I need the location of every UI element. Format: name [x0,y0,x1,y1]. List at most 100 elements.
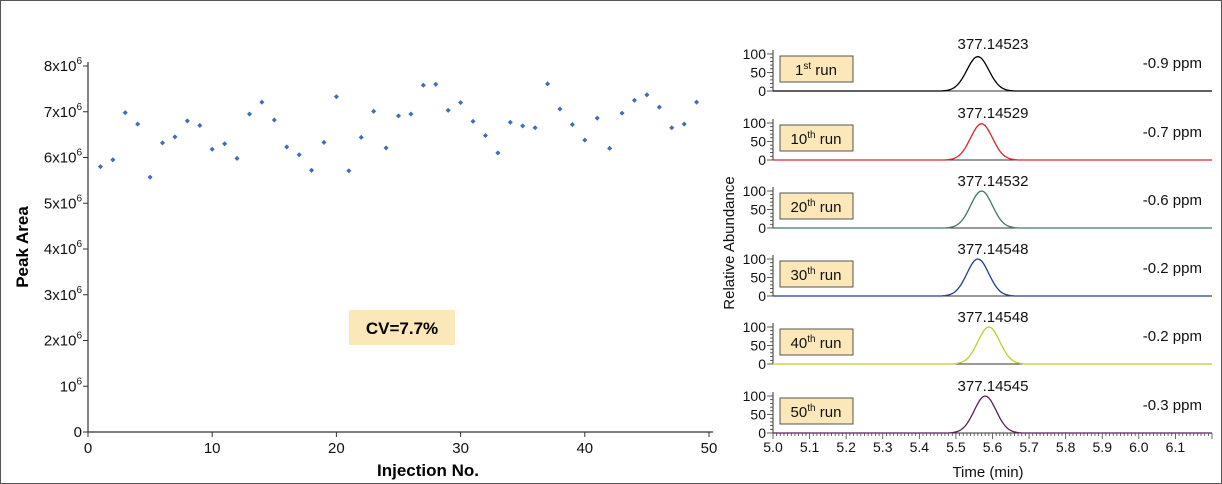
scatter-x-tick-label: 10 [204,440,221,457]
scatter-point [694,99,700,105]
chromatogram-x-tick-label: 6.0 [1129,439,1149,455]
chromatogram-x-axis-title: Time (min) [952,464,1023,481]
chromatogram-y-tick-label: 50 [750,202,766,218]
scatter-point [197,122,203,129]
chromatogram-y-tick-label: 100 [743,319,767,335]
scatter-point [482,132,488,139]
scatter-point [383,145,389,151]
scatter-point [544,81,551,87]
chromatogram-x-tick-label: 5.5 [946,439,966,455]
run-label-box [779,55,854,83]
scatter-x-tick-label: 0 [84,440,92,457]
scatter-point [222,141,228,147]
scatter-point [644,92,650,98]
scatter-point [259,99,265,105]
run-label-box [779,124,854,152]
run-label: 1st run [795,61,837,79]
scatter-point [656,104,662,110]
run-label: 10th run [791,130,842,148]
chromatogram-y-tick-label: 0 [758,425,766,441]
scatter-point [172,134,178,140]
ppm-label: -0.9 ppm [1143,55,1202,72]
mass-label: 377.14523 [958,36,1029,53]
scatter-point [681,121,687,127]
chromatogram-x-tick-label: 5.4 [910,439,930,455]
scatter-point [122,110,128,116]
scatter-point [408,111,414,117]
chromatogram-stack: 0 50 100 1st run 377.14523 -0.9 ppm 0 50 100 10th… [721,36,1213,481]
chromatogram-x-tick-label: 5.6 [983,439,1003,455]
chromatogram-x-tick-label: 6.1 [1166,439,1186,455]
run-label: 20th run [791,198,842,216]
mass-label: 377.14529 [958,105,1029,122]
scatter-point [420,82,426,88]
scatter-point [619,110,625,116]
scatter-y-tick-label: 5x106 [44,193,83,212]
mass-label: 377.14548 [958,309,1029,326]
scatter-points [97,81,700,180]
scatter-y-tick-label: 106 [60,376,83,395]
cv-annotation-box [349,310,455,345]
scatter-x-tick-label: 50 [701,440,718,457]
chromatogram-panel: 0 50 100 1st run 377.14523 -0.9 ppm [743,36,1212,99]
chromatogram-y-tick-label: 100 [743,388,767,404]
chromatogram-panel: 0 50 100 40th run 377.14548 -0.2 ppm [743,309,1212,372]
scatter-point [594,115,600,121]
scatter-point [296,152,302,158]
run-label: 50th run [791,403,842,421]
chromatogram-x-tick-label: 5.8 [1056,439,1076,455]
chromatogram-panel: 0 50 100 10th run 377.14529 -0.7 ppm [743,105,1212,168]
scatter-point [184,118,190,124]
scatter-point [669,125,675,131]
chromatogram-y-tick-label: 100 [743,183,767,199]
scatter-chart: 01062x1063x1064x1065x1066x1067x1068x106 … [13,56,717,480]
scatter-point [470,118,476,124]
chromatogram-y-tick-label: 50 [750,65,766,81]
ppm-label: -0.3 ppm [1143,397,1202,414]
chromatogram-trace [773,123,1212,161]
scatter-point [346,168,352,174]
scatter-x-axis-title: Injection No. [377,461,479,480]
run-label-box [779,397,854,425]
scatter-point [159,140,166,146]
chromatogram-trace [773,55,1212,92]
chromatogram-y-axis-title: Relative Abundance [721,176,738,309]
scatter-point [234,155,240,161]
chromatogram-y-tick-label: 100 [743,251,767,267]
scatter-x-tick-label: 40 [576,440,593,457]
scatter-point [135,121,141,127]
scatter-y-tick-label: 0 [74,424,82,441]
chromatogram-y-tick-label: 0 [758,288,766,304]
ppm-label: -0.2 ppm [1143,260,1202,277]
scatter-point [97,164,103,170]
run-label-box [779,260,854,288]
scatter-y-axis-title: Peak Area [13,206,32,288]
chromatogram-x-tick-label: 5.3 [873,439,893,455]
chromatogram-y-tick-label: 100 [743,115,767,131]
scatter-y-tick-label: 8x106 [44,56,83,75]
cv-annotation: CV=7.7% [366,319,438,338]
run-label: 30th run [791,266,842,284]
chromatogram-y-tick-label: 50 [750,134,766,150]
scatter-point [309,167,315,173]
scatter-point [569,122,575,128]
scatter-y-tick-label: 2x106 [44,331,83,350]
scatter-point [445,107,451,113]
scatter-point [110,157,116,163]
ppm-label: -0.6 ppm [1143,192,1202,209]
ppm-label: -0.2 ppm [1143,328,1202,345]
chromatogram-y-tick-label: 0 [758,356,766,372]
run-label-box [779,328,854,356]
chromatogram-y-tick-label: 0 [758,220,766,236]
scatter-point [520,123,526,129]
scatter-point [532,125,538,131]
scatter-x-tick-label: 20 [328,440,345,457]
scatter-x-tick-label: 30 [452,440,469,457]
chromatogram-panel: 0 50 100 30th run 377.14548 -0.2 ppm [743,241,1212,304]
chromatogram-x-tick-label: 5.7 [1019,439,1039,455]
scatter-point [333,94,339,100]
scatter-point [607,145,613,151]
scatter-x-ticks: 0 10 20 30 40 50 [84,432,718,457]
